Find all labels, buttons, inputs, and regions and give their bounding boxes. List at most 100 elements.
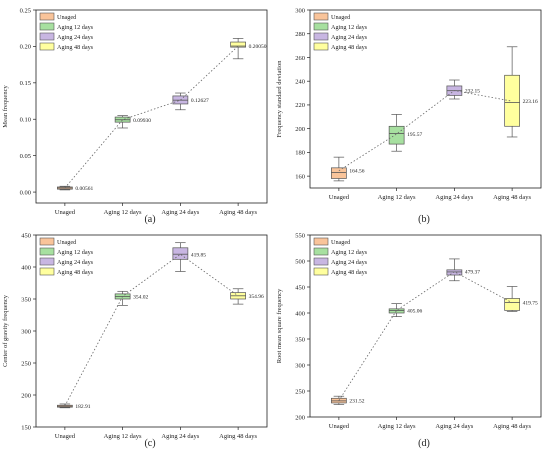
y-tick-label: 0.05 <box>20 153 31 160</box>
x-tick-label: Aging 24 days <box>161 209 199 216</box>
y-axis-label: Root mean square frequency <box>276 288 283 363</box>
legend-swatch <box>313 267 329 276</box>
legend-label: Aging 48 days <box>57 44 94 51</box>
legend-swatch <box>313 32 329 41</box>
mean-label: 0.00561 <box>75 186 93 192</box>
mean-label: 479.37 <box>465 270 480 276</box>
y-tick-label: 400 <box>295 310 305 317</box>
x-tick-label: Aging 48 days <box>219 209 257 216</box>
x-tick-label: Aging 48 days <box>493 423 531 430</box>
legend-label: Aging 48 days <box>331 44 368 51</box>
plot-frame <box>309 9 542 189</box>
x-tick-label: Aging 24 days <box>161 433 199 440</box>
legend-label: Unaged <box>331 239 351 246</box>
legend-swatch <box>39 257 55 266</box>
mean-label: 354.02 <box>133 294 148 300</box>
y-tick-label: 0.00 <box>20 189 31 196</box>
mean-label: 231.52 <box>349 399 364 405</box>
y-axis-label: Mean frequency <box>2 85 9 128</box>
y-tick-label: 200 <box>295 414 305 421</box>
legend-label: Aging 24 days <box>331 34 368 41</box>
legend-label: Aging 48 days <box>57 269 94 276</box>
y-tick-label: 250 <box>295 388 305 395</box>
y-tick-label: 0.20 <box>20 44 31 51</box>
y-tick-label: 300 <box>295 362 305 369</box>
y-axis-label: Frequency standard deviation <box>276 60 283 138</box>
mean-label: 405.06 <box>407 308 422 314</box>
legend-swatch <box>39 12 55 21</box>
legend-swatch <box>313 247 329 256</box>
mean-label: 0.12627 <box>191 98 209 104</box>
legend-label: Aging 24 days <box>57 259 94 266</box>
x-tick-label: Aging 12 days <box>378 194 416 201</box>
box <box>504 74 520 127</box>
y-tick-label: 0.25 <box>20 7 31 14</box>
x-tick-label: Aging 24 days <box>435 423 473 430</box>
legend-swatch <box>313 12 329 21</box>
y-tick-label: 200 <box>295 126 305 133</box>
y-tick-label: 0.15 <box>20 80 31 87</box>
panel-label: (c) <box>144 438 155 449</box>
y-tick-label: 550 <box>295 232 305 239</box>
legend-label: Aging 24 days <box>57 34 94 41</box>
mean-trend-line <box>338 271 513 401</box>
y-tick-label: 250 <box>21 360 31 367</box>
y-tick-label: 220 <box>295 102 305 109</box>
y-tick-label: 240 <box>295 79 305 86</box>
mean-trend-line <box>64 253 239 407</box>
mean-label: 354.96 <box>249 294 264 300</box>
legend-label: Unaged <box>331 14 351 21</box>
y-tick-label: 450 <box>295 284 305 291</box>
y-tick-label: 500 <box>295 258 305 265</box>
x-tick-label: Unaged <box>329 423 350 430</box>
chart-panel: 0.00 0.05 0.10 0.15 0.20 0.25 Mean frequency Un… <box>2 7 268 225</box>
panel-label: (b) <box>418 214 430 225</box>
y-tick-label: 180 <box>295 150 305 157</box>
chart-panel: 160 180 200 220 240 260 280 300 Frequency standa… <box>276 7 542 225</box>
legend-label: Aging 48 days <box>331 269 368 276</box>
panel-label: (a) <box>144 214 155 225</box>
legend-swatch <box>39 42 55 51</box>
x-tick-label: Unaged <box>329 194 350 201</box>
chart-panel: 200 250 300 350 400 450 500 550 Root mean square… <box>276 232 542 449</box>
x-tick-label: Unaged <box>55 433 76 440</box>
box <box>172 247 189 260</box>
x-tick-label: Unaged <box>55 209 76 216</box>
mean-label: 223.16 <box>523 99 538 105</box>
y-tick-label: 260 <box>295 55 305 62</box>
x-tick-label: Aging 12 days <box>378 423 416 430</box>
mean-label: 182.91 <box>75 404 90 410</box>
box <box>446 269 463 276</box>
legend-swatch <box>39 32 55 41</box>
y-tick-label: 350 <box>21 296 31 303</box>
y-tick-label: 300 <box>295 7 305 14</box>
mean-label: 419.85 <box>191 252 206 258</box>
legend-swatch <box>313 237 329 246</box>
box <box>331 167 347 179</box>
mean-label: 195.57 <box>407 132 422 138</box>
mean-label: 164.56 <box>349 169 364 175</box>
legend-label: Aging 24 days <box>331 259 368 266</box>
legend-swatch <box>39 237 55 246</box>
y-tick-label: 200 <box>21 392 31 399</box>
panel-label: (d) <box>418 438 430 449</box>
legend-swatch <box>313 257 329 266</box>
x-tick-label: Aging 24 days <box>435 194 473 201</box>
legend-swatch <box>39 267 55 276</box>
legend-label: Aging 12 days <box>331 24 368 31</box>
y-tick-label: 150 <box>21 424 31 431</box>
box <box>230 41 246 48</box>
y-axis-label: Center of gravity frequency <box>2 294 9 367</box>
y-tick-label: 280 <box>295 31 305 38</box>
mean-label: 0.09930 <box>133 118 151 124</box>
x-tick-label: Aging 48 days <box>493 194 531 201</box>
x-tick-label: Aging 12 days <box>104 433 142 440</box>
box <box>388 125 405 145</box>
legend-swatch <box>313 22 329 31</box>
mean-trend-line <box>338 90 513 172</box>
legend-label: Aging 12 days <box>57 24 94 31</box>
chart-panel: 150 200 250 300 350 400 450 Center of gravity f… <box>2 232 268 449</box>
y-tick-label: 400 <box>21 264 31 271</box>
legend-label: Aging 12 days <box>331 249 368 256</box>
